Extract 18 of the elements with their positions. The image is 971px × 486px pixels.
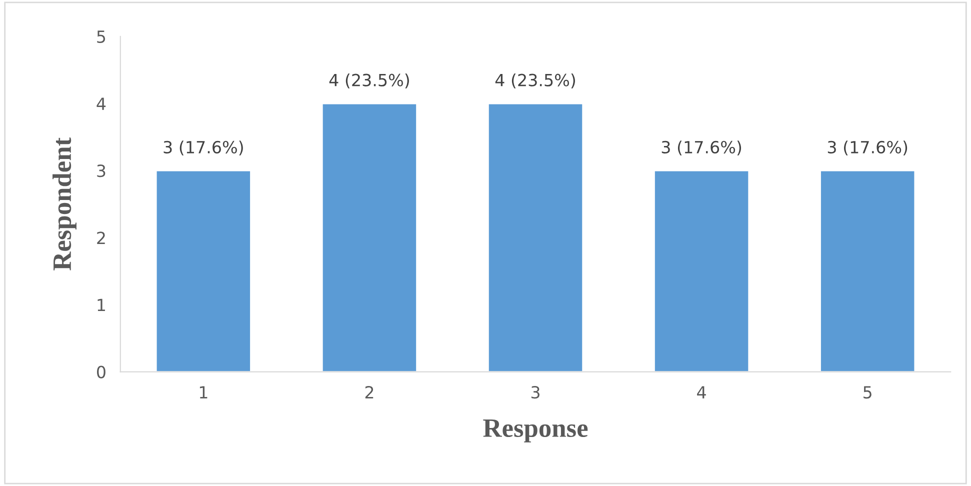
data-label: 3 (17.6%) (662, 140, 742, 156)
data-label: 3 (17.6%) (164, 140, 243, 156)
y-tick-label: 1 (98, 298, 105, 312)
y-tick-label: 3 (97, 164, 106, 178)
x-tick-label: 1 (200, 386, 208, 398)
x-tick-label: 5 (864, 386, 872, 399)
x-tick-label: 3 (531, 386, 540, 399)
y-tick-label: 4 (96, 98, 106, 110)
data-label: 4 (23.5%) (495, 74, 575, 88)
x-tick-label: 2 (365, 386, 374, 398)
data-label: 3 (17.6%) (828, 140, 908, 156)
y-tick-label: 5 (97, 30, 106, 44)
y-tick-label: 0 (97, 366, 106, 378)
y-tick-label: 2 (97, 232, 105, 244)
y-axis-title: Respondent (52, 138, 76, 270)
data-label: 4 (23.5%) (329, 74, 409, 88)
x-axis-title: Response (483, 420, 588, 442)
x-tick-label: 4 (697, 386, 706, 398)
